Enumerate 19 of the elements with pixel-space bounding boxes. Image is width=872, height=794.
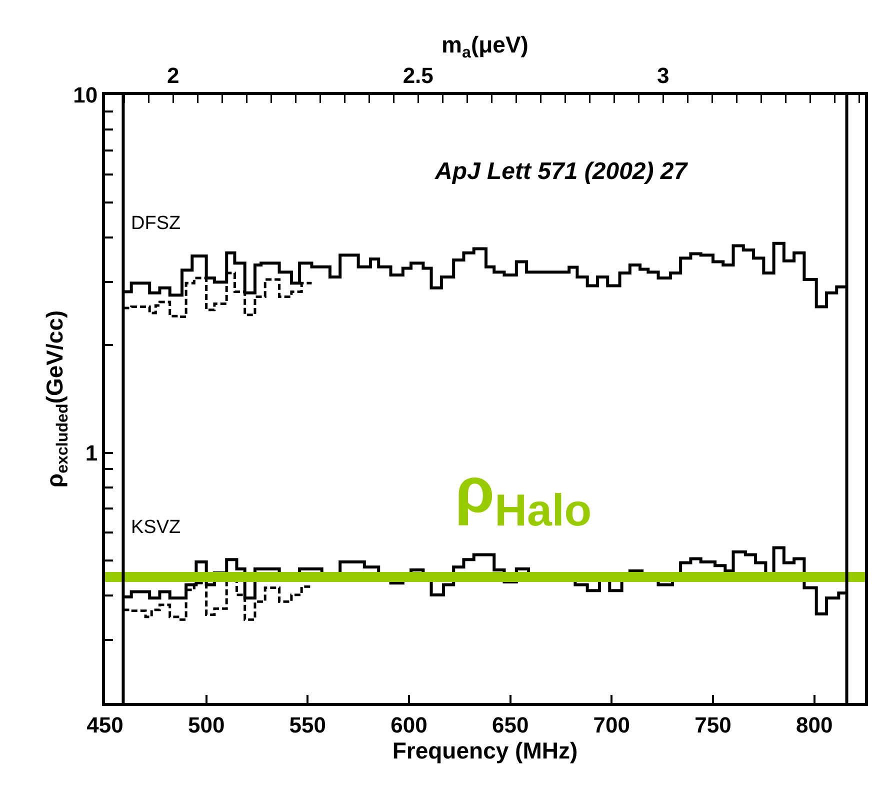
x-tick-label: 750 — [694, 712, 732, 738]
x2-tick-label: 2 — [166, 63, 180, 88]
x-tick-label: 800 — [796, 712, 833, 738]
x-tick-label: 450 — [86, 712, 124, 738]
ref-line-label: ρ$_{Halo}$ — [455, 454, 592, 536]
x2-tick-label: 2.5 — [402, 63, 434, 88]
x-tick-label: 700 — [593, 712, 630, 738]
x-axis-title: Frequency (MHz) — [392, 737, 578, 764]
series-label: KSVZ — [131, 517, 182, 538]
x-tick-label: 550 — [289, 712, 326, 738]
series-label: DFSZ — [131, 213, 181, 234]
x-tick-label: 500 — [188, 712, 225, 738]
x-tick-label: 650 — [492, 712, 529, 738]
y-tick-label: 10 — [73, 82, 98, 108]
x2-tick-label: 3 — [656, 63, 670, 88]
x-tick-label: 600 — [390, 712, 428, 738]
y-tick-label: 1 — [85, 440, 98, 466]
x2-axis-title: m$_{a}$(μeV) — [442, 32, 528, 62]
annotation: ApJ Lett 571 (2002) 27 — [434, 158, 689, 185]
